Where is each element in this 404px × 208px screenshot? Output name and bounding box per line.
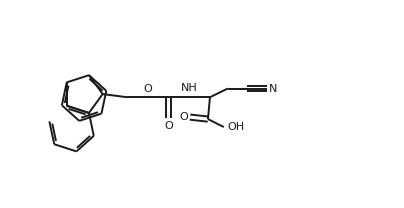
Text: O: O xyxy=(143,84,152,94)
Text: O: O xyxy=(179,112,188,122)
Text: OH: OH xyxy=(227,122,244,132)
Text: O: O xyxy=(164,121,173,131)
Text: NH: NH xyxy=(181,83,198,93)
Text: N: N xyxy=(269,83,277,94)
